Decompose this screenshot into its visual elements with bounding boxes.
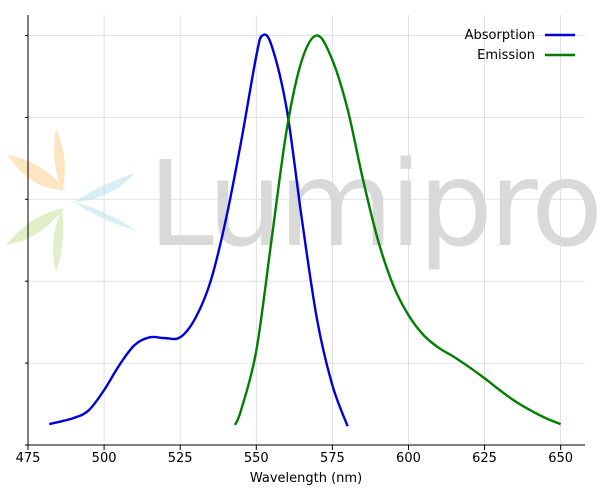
legend-label: Absorption <box>465 28 535 43</box>
x-tick-label: 575 <box>320 451 345 466</box>
x-tick-label: 650 <box>548 451 573 466</box>
x-tick-label: 475 <box>16 451 41 466</box>
series-line <box>49 33 349 427</box>
watermark: Lumiprobe <box>148 135 600 273</box>
x-tick-label: 625 <box>472 451 497 466</box>
x-axis-label: Wavelength (nm) <box>250 471 362 486</box>
watermark-logo <box>6 128 135 272</box>
x-tick-label: 525 <box>168 451 193 466</box>
x-tick-label: 600 <box>396 451 421 466</box>
legend-label: Emission <box>477 48 535 63</box>
x-tick-label: 550 <box>244 451 269 466</box>
series-line <box>233 34 562 426</box>
x-tick-label: 500 <box>92 451 117 466</box>
